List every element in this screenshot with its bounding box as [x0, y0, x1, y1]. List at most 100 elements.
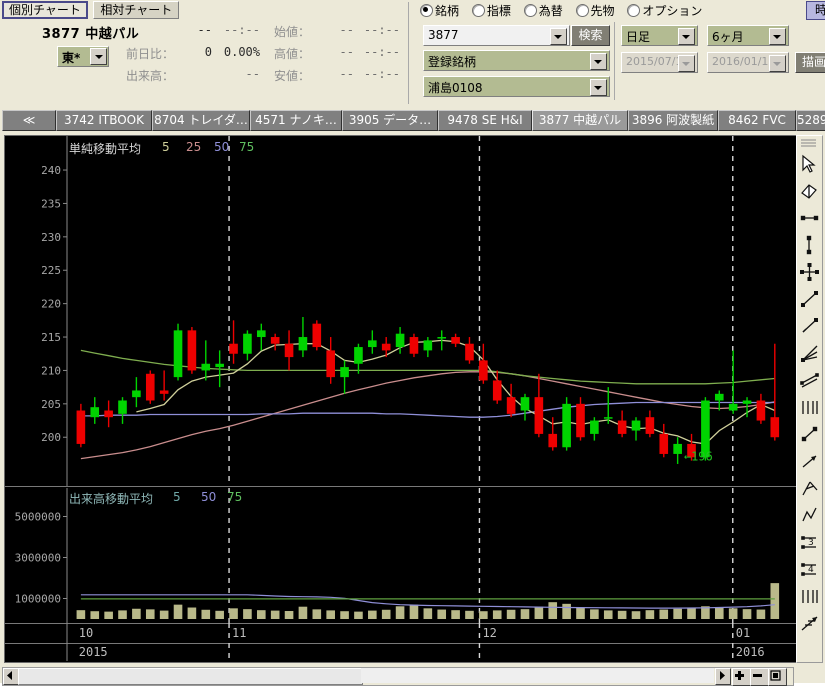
fib-icon[interactable]: [801, 616, 818, 631]
symbol-code-value: 3877: [428, 28, 459, 42]
chevron-down-icon[interactable]: [678, 28, 695, 45]
svg-text:225: 225: [41, 264, 61, 277]
radio-options[interactable]: オプション: [627, 2, 702, 19]
radio-dot-icon: [627, 4, 641, 17]
wave4-icon[interactable]: 4: [801, 563, 816, 576]
pointer-icon[interactable]: [802, 154, 816, 173]
chevron-down-icon[interactable]: [590, 79, 607, 96]
svg-text:01: 01: [736, 626, 750, 640]
symbol-tab-5289[interactable]: 5289 ゼニ…: [796, 110, 825, 131]
svg-text:2016: 2016: [736, 645, 765, 659]
chevron-down-icon[interactable]: [769, 28, 786, 45]
scroll-left-arrow[interactable]: [3, 668, 19, 685]
scroll-thumb-left[interactable]: [18, 668, 363, 685]
chevron-down-icon[interactable]: [90, 48, 107, 65]
exchange-selector[interactable]: 東*: [57, 46, 109, 67]
chevron-down-icon[interactable]: [678, 55, 695, 72]
high-value: --: [339, 45, 354, 59]
open-time: --:--: [363, 23, 400, 37]
tab-individual-chart[interactable]: 個別チャート: [2, 1, 88, 19]
date-to-input[interactable]: 2016/01/15: [707, 52, 789, 73]
drawing-tool-icons[interactable]: 34: [797, 136, 820, 660]
watchgroup-select[interactable]: 浦島0108: [423, 76, 610, 97]
change-value: 0: [204, 45, 212, 59]
wave3-icon[interactable]: 3: [801, 536, 816, 549]
parallel-lines-icon[interactable]: [800, 373, 819, 388]
range-select[interactable]: 6ヶ月: [707, 25, 789, 46]
watchlist-select[interactable]: 登録銘柄: [423, 50, 610, 71]
symbol-code-input[interactable]: 3877: [423, 25, 570, 46]
crosshair-icon[interactable]: [800, 263, 819, 281]
date-from-input[interactable]: 2015/07/15: [621, 52, 698, 73]
chart-mode-tabs: 個別チャート 相対チャート: [2, 1, 181, 19]
volume-label: 出来高：: [125, 69, 174, 83]
zoom-in-icon: [735, 671, 744, 680]
tab-relative-chart[interactable]: 相対チャート: [93, 1, 180, 19]
fan-line-icon[interactable]: [801, 345, 818, 362]
svg-text:220: 220: [41, 298, 61, 311]
svg-text:200: 200: [41, 431, 61, 444]
svg-text:210: 210: [41, 364, 61, 377]
time-button[interactable]: 時: [806, 1, 825, 20]
symbol-tab-3877[interactable]: 3877 中越パル: [532, 110, 628, 131]
tab-prev-page[interactable]: ≪: [2, 110, 56, 131]
zoom-out-button[interactable]: [750, 668, 769, 686]
symbol-tab-strip: ≪ 3742 ITBOOK 8704 トレイダ… 4571 ナノキ… 3905 …: [0, 110, 825, 131]
year-divider: [5, 643, 797, 644]
price-value: --: [197, 23, 212, 37]
symbol-tab-3905[interactable]: 3905 データ…: [342, 110, 438, 131]
channel-icon[interactable]: [802, 401, 818, 414]
radio-fx[interactable]: 為替: [523, 2, 563, 19]
chevron-down-icon[interactable]: [590, 53, 607, 70]
radio-stock[interactable]: 銘柄: [420, 2, 459, 19]
arrow-line-icon[interactable]: [802, 455, 817, 468]
price-time: --:--: [223, 23, 260, 37]
chart-canvas[interactable]: 単純移動平均 5 25 50 75 240 235 230 225 220 215 210 2…: [4, 135, 798, 663]
search-button[interactable]: 検索: [571, 25, 610, 46]
zoom-in-button[interactable]: [732, 668, 751, 686]
trend-line-icon[interactable]: [801, 291, 818, 307]
svg-text:230: 230: [41, 231, 61, 244]
horizontal-scrollbar[interactable]: [2, 667, 794, 686]
eraser-icon[interactable]: [801, 184, 817, 199]
svg-text:←196: ←196: [684, 450, 713, 464]
symbol-tab-3742[interactable]: 3742 ITBOOK: [56, 110, 152, 131]
vertical-line-icon[interactable]: [806, 235, 812, 255]
scroll-right-arrow[interactable]: [715, 668, 731, 685]
svg-text:240: 240: [41, 164, 61, 177]
chevron-down-icon[interactable]: [769, 55, 786, 72]
zigzag-icon[interactable]: [802, 507, 817, 522]
svg-text:1000000: 1000000: [15, 593, 61, 606]
right-arrow-icon: [720, 671, 725, 680]
svg-text:10: 10: [79, 626, 93, 640]
chevron-down-icon[interactable]: [550, 28, 567, 45]
high-time: --:--: [363, 45, 400, 59]
watchlist-value: 登録銘柄: [428, 55, 477, 69]
grid-icon[interactable]: [802, 590, 818, 603]
left-arrow-icon: [7, 671, 12, 680]
scroll-track[interactable]: [361, 668, 714, 683]
svg-text:3000000: 3000000: [15, 552, 61, 565]
radio-index-label: 指標: [486, 4, 511, 18]
symbol-tab-3896[interactable]: 3896 阿波製紙: [628, 110, 718, 131]
symbol-tab-8462[interactable]: 8462 FVC: [718, 110, 796, 131]
volume-legend-75: 75: [227, 490, 243, 504]
volume-legend-50: 50: [201, 490, 217, 504]
interval-select[interactable]: 日足: [621, 25, 698, 46]
low-label: 安値：: [273, 69, 310, 83]
radio-futures[interactable]: 先物: [575, 2, 615, 19]
volume-value: --: [245, 67, 260, 81]
segment-icon[interactable]: [801, 426, 818, 442]
symbol-tab-4571[interactable]: 4571 ナノキ…: [250, 110, 342, 131]
svg-text:2015: 2015: [79, 645, 108, 659]
zoom-reset-button[interactable]: [768, 668, 787, 686]
quote-panel: 3877 中越パル 東* -- --:-- 始値： -- --:-- 前日比： …: [0, 20, 405, 100]
draw-button[interactable]: 描画: [795, 52, 825, 73]
radio-index[interactable]: 指標: [471, 2, 511, 19]
ray-line-icon[interactable]: [802, 318, 818, 333]
horizontal-line-icon[interactable]: [800, 215, 819, 221]
symbol-tab-9478[interactable]: 9478 SE H&I: [438, 110, 532, 131]
pitchfork-icon[interactable]: [802, 481, 818, 496]
symbol-tab-8704[interactable]: 8704 トレイダ…: [152, 110, 250, 131]
